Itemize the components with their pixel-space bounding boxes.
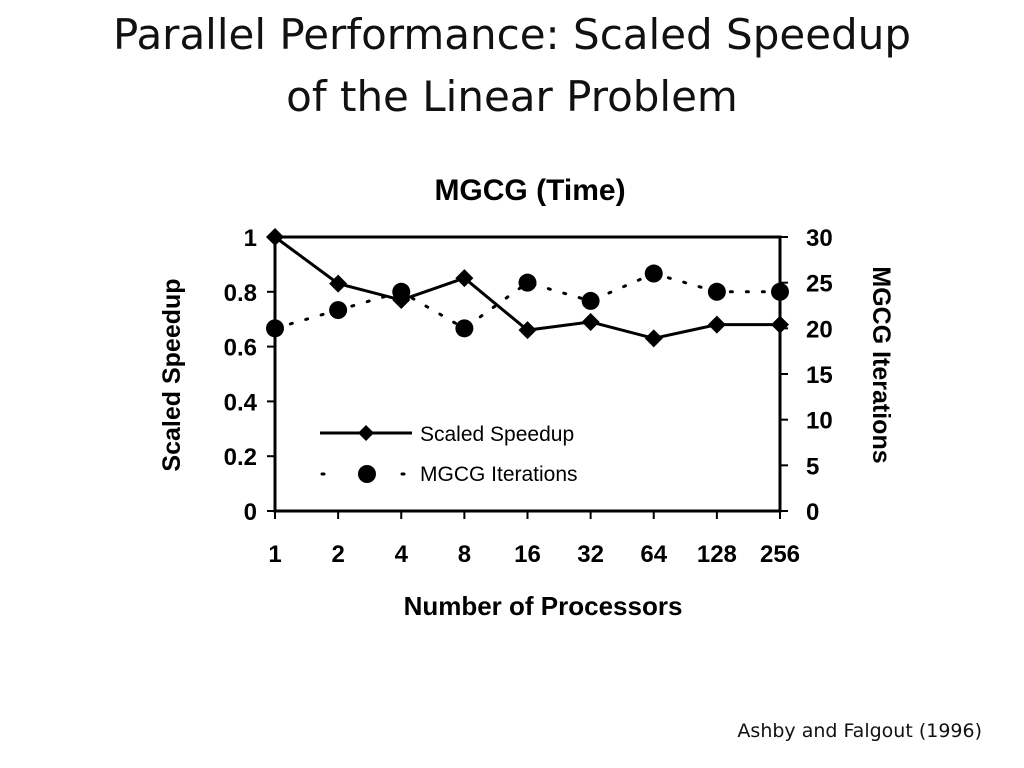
legend-marker-scaled-speedup bbox=[358, 425, 374, 441]
data-point-mgcg-iterations bbox=[771, 282, 789, 301]
x-tick-label: 256 bbox=[760, 541, 800, 568]
y2-tick-label: 30 bbox=[806, 225, 833, 252]
right-axis-ticks: 0 5 10 15 20 25 30 bbox=[780, 225, 833, 526]
slide-title-line-2: of the Linear Problem bbox=[286, 72, 738, 121]
x-tick-label: 4 bbox=[395, 541, 409, 568]
y2-axis-label: MGCG Iterations bbox=[867, 266, 895, 463]
chart-series bbox=[266, 228, 789, 348]
data-point-scaled-speedup bbox=[518, 321, 537, 340]
citation: Ashby and Falgout (1996) bbox=[737, 720, 982, 742]
x-tick-label: 128 bbox=[697, 541, 737, 568]
y-tick-label: 0.8 bbox=[224, 280, 257, 307]
data-point-scaled-speedup bbox=[771, 315, 789, 334]
y2-tick-label: 25 bbox=[806, 271, 833, 298]
y-tick-label: 0.6 bbox=[224, 335, 257, 362]
data-point-scaled-speedup bbox=[581, 312, 600, 331]
data-point-mgcg-iterations bbox=[392, 282, 411, 301]
legend-label-scaled-speedup: Scaled Speedup bbox=[420, 423, 574, 446]
x-axis-label: Number of Processors bbox=[404, 591, 683, 621]
data-point-mgcg-iterations bbox=[266, 319, 284, 338]
chart-title: MGCG (Time) bbox=[434, 174, 625, 207]
x-tick-label: 8 bbox=[458, 541, 471, 568]
data-point-mgcg-iterations bbox=[581, 291, 600, 310]
data-point-mgcg-iterations bbox=[455, 319, 474, 338]
x-tick-label: 64 bbox=[640, 541, 667, 568]
y2-tick-label: 5 bbox=[806, 453, 819, 480]
y-tick-label: 1 bbox=[244, 225, 257, 252]
legend-label-mgcg-iterations: MGCG Iterations bbox=[420, 463, 578, 486]
data-point-mgcg-iterations bbox=[518, 273, 537, 292]
legend-marker-mgcg-iterations bbox=[358, 465, 376, 483]
data-point-scaled-speedup bbox=[266, 228, 284, 246]
y-tick-label: 0 bbox=[244, 499, 257, 526]
x-tick-label: 2 bbox=[331, 541, 344, 568]
slide-title-line-1: Parallel Performance: Scaled Speedup bbox=[113, 10, 911, 59]
chart-legend: Scaled Speedup MGCG Iterations bbox=[320, 423, 578, 486]
x-tick-label: 16 bbox=[514, 541, 541, 568]
slide-title: Parallel Performance: Scaled Speedup of … bbox=[0, 4, 1024, 128]
data-point-mgcg-iterations bbox=[644, 264, 663, 283]
y2-tick-label: 0 bbox=[806, 499, 819, 526]
data-point-scaled-speedup bbox=[707, 315, 726, 334]
y2-tick-label: 20 bbox=[806, 316, 833, 343]
x-tick-label: 32 bbox=[577, 541, 604, 568]
data-point-mgcg-iterations bbox=[707, 282, 726, 301]
data-point-scaled-speedup bbox=[455, 269, 474, 288]
data-point-mgcg-iterations bbox=[329, 301, 348, 320]
y-axis-label: Scaled Speedup bbox=[158, 278, 186, 471]
data-point-scaled-speedup bbox=[644, 329, 663, 348]
y-tick-label: 0.2 bbox=[224, 444, 257, 471]
left-axis-ticks: 0 0.2 0.4 0.6 0.8 1 bbox=[224, 225, 275, 526]
x-axis-ticks: 1 2 4 8 16 32 64 128 256 bbox=[268, 511, 800, 568]
x-tick-label: 1 bbox=[268, 541, 281, 568]
y-tick-label: 0.4 bbox=[224, 389, 258, 416]
y2-tick-label: 15 bbox=[806, 362, 833, 389]
data-point-scaled-speedup bbox=[329, 274, 348, 293]
y2-tick-label: 10 bbox=[806, 408, 833, 435]
